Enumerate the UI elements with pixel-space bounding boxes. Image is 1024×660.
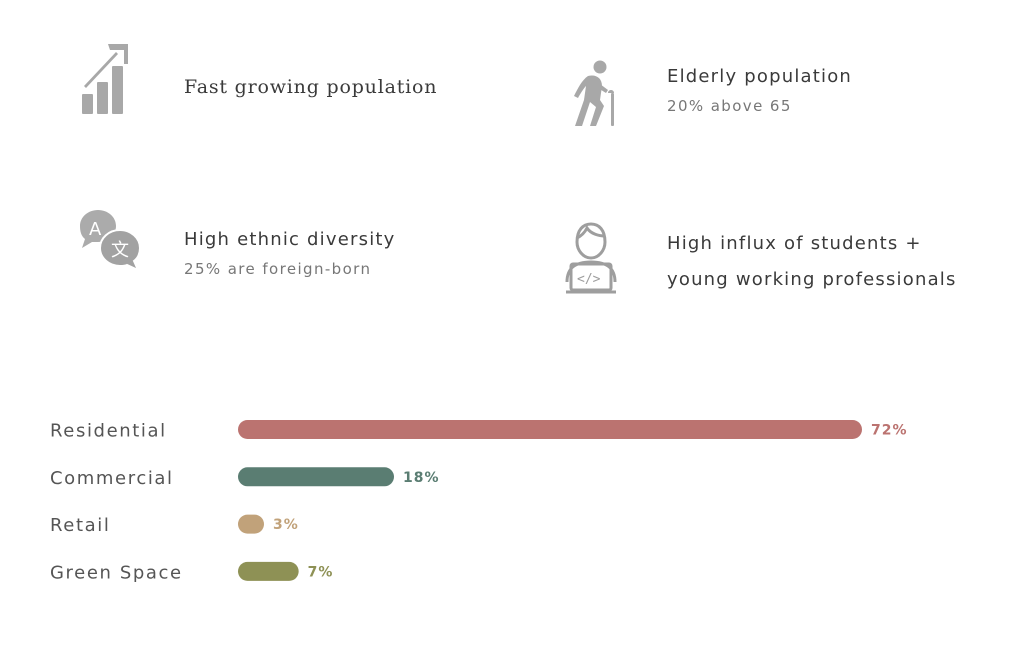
fact-title: Fast growing population <box>184 76 438 98</box>
bar <box>238 561 299 581</box>
fact-title: Elderly population <box>667 66 853 87</box>
elderly-person-icon <box>566 60 618 128</box>
growth-chart-icon <box>80 42 138 116</box>
category-label: Commercial <box>50 468 174 489</box>
land-use-bar-chart: Residential 72% Commercial 18% Retail 3% Green… <box>50 420 908 583</box>
svg-text:A: A <box>89 219 102 240</box>
bar <box>238 514 264 534</box>
fact-subtitle: 20% above 65 <box>667 97 792 115</box>
fact-title-line-1: High influx of students + <box>667 233 922 254</box>
bar <box>238 467 394 487</box>
bar <box>238 420 862 439</box>
value-label: 18% <box>403 470 440 486</box>
fact-subtitle: 25% are foreign-born <box>184 260 372 278</box>
translate-speech-icon: A 文 <box>78 208 144 270</box>
fact-title: High ethnic diversity <box>184 229 396 250</box>
value-label: 72% <box>871 423 908 439</box>
category-label: Residential <box>50 421 167 442</box>
svg-text:文: 文 <box>111 240 129 261</box>
category-label: Retail <box>50 515 110 536</box>
value-label: 7% <box>308 564 334 580</box>
value-label: 3% <box>273 517 299 533</box>
fact-title-line-2: young working professionals <box>667 269 957 290</box>
developer-laptop-icon: </> <box>563 220 619 298</box>
svg-text:</>: </> <box>577 272 601 287</box>
category-label: Green Space <box>50 562 183 583</box>
